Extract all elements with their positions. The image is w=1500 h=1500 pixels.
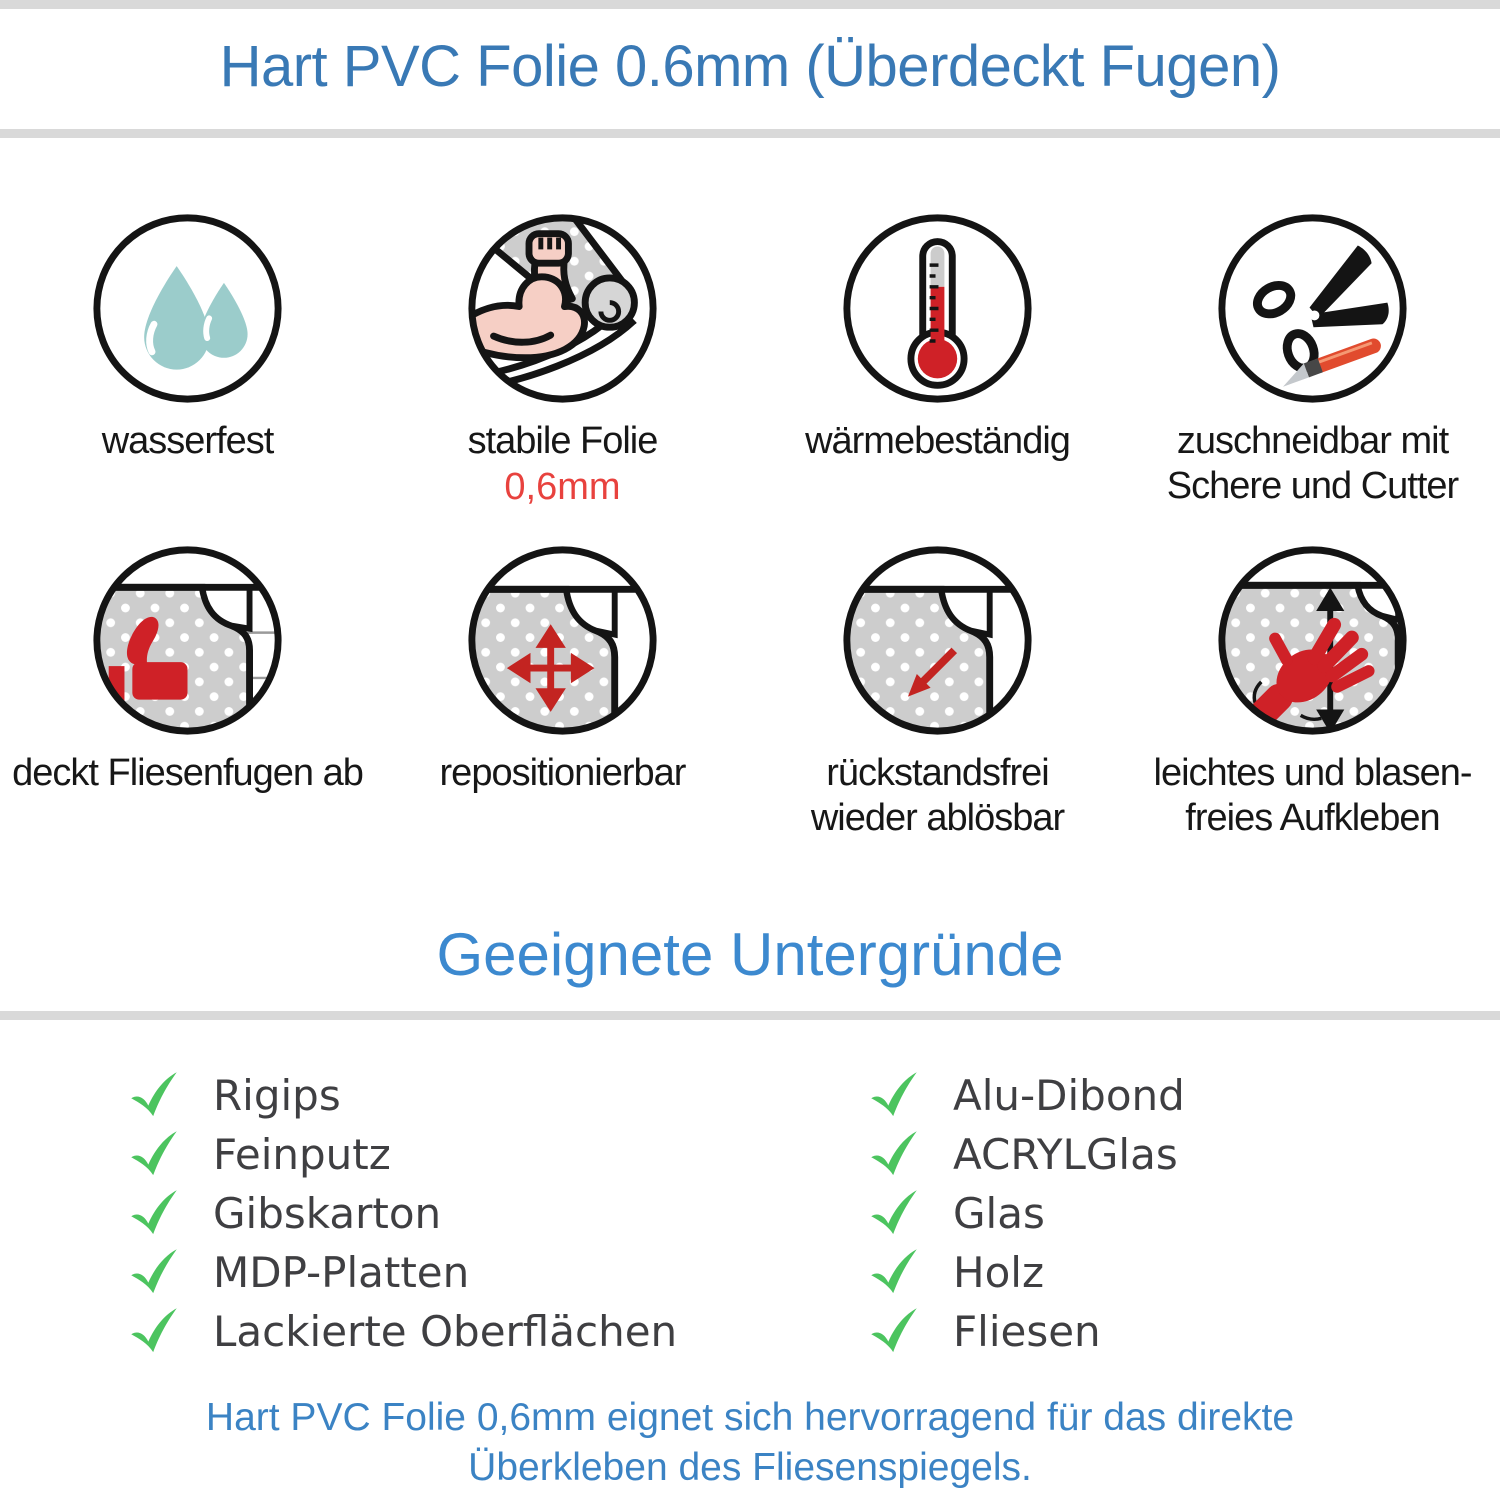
substrate-label: Alu-Dibond [953,1070,1185,1120]
check-icon [865,1069,923,1121]
strong-arm-foil-icon [468,214,657,403]
substrate-lists: Rigips Feinputz Gibskarton MDP-Platten L… [0,1066,1500,1361]
feature-card-repositionierbar: repositionierbar [375,542,750,874]
feature-label: wärmebeständig [805,419,1071,462]
feature-card-wasserfest: wasserfest [0,210,375,542]
substrate-label: Glas [953,1188,1045,1238]
substrate-label: Lackierte Oberflächen [213,1306,678,1356]
feature-card-stabile-folie: stabile Folie 0,6mm [375,210,750,542]
check-icon [125,1246,183,1298]
feature-label: wasserfest [101,419,275,462]
substrate-label: Feinputz [213,1129,391,1179]
substrate-label: Gibskarton [213,1188,442,1238]
feature-label: rückstandsfrei wieder ablösbar [810,751,1065,839]
check-icon [125,1305,183,1357]
list-item: Rigips [125,1066,745,1125]
substrate-list-right: Alu-Dibond ACRYLGlas Glas Holz Fliesen [865,1066,1185,1361]
feature-card-aufkleben: leichtes und blasen- freies Aufkleben [1125,542,1500,874]
check-icon [125,1187,183,1239]
check-icon [125,1069,183,1121]
check-icon [865,1246,923,1298]
feature-label: repositionierbar [439,751,687,794]
list-item: Alu-Dibond [865,1066,1185,1125]
substrate-list-left: Rigips Feinputz Gibskarton MDP-Platten L… [125,1066,745,1361]
check-icon [125,1128,183,1180]
feature-card-rueckstandsfrei: rückstandsfrei wieder ablösbar [750,542,1125,874]
feature-sublabel: 0,6mm [504,465,621,508]
feature-grid: wasserfest [0,210,1500,874]
scissors-cutter-icon [1218,214,1407,403]
check-icon [865,1128,923,1180]
feature-label: zuschneidbar mit Schere und Cutter [1166,419,1459,507]
substrate-label: Rigips [213,1070,341,1120]
feature-card-waermebestaendig: wärmebeständig [750,210,1125,542]
section-heading: Geeignete Untergründe [436,920,1064,988]
substrate-label: Holz [953,1247,1044,1297]
list-item: Feinputz [125,1125,745,1184]
feature-label: stabile Folie [467,419,659,462]
feature-label: leichtes und blasen- freies Aufkleben [1153,751,1473,839]
list-item: Lackierte Oberflächen [125,1302,745,1361]
water-drops-icon [93,214,282,403]
list-item: Holz [865,1243,1185,1302]
hand-smoothing-foil-icon [1218,546,1407,735]
footer-note: Hart PVC Folie 0,6mm eignet sich hervorr… [205,1395,1295,1490]
list-item: Gibskarton [125,1184,745,1243]
check-icon [865,1305,923,1357]
substrate-label: MDP-Platten [213,1247,470,1297]
substrate-label: ACRYLGlas [953,1129,1178,1179]
move-arrows-foil-icon [468,546,657,735]
check-icon [865,1187,923,1239]
substrate-label: Fliesen [953,1306,1101,1356]
feature-card-fliesenfugen: deckt Fliesenfugen ab [0,542,375,874]
list-item: MDP-Platten [125,1243,745,1302]
list-item: ACRYLGlas [865,1125,1185,1184]
title-divider-bar [0,128,1500,138]
feature-label: deckt Fliesenfugen ab [12,751,364,794]
thumb-up-tile-icon [93,546,282,735]
feature-card-zuschneidbar: zuschneidbar mit Schere und Cutter [1125,210,1500,542]
section-divider-bar [0,1010,1500,1020]
list-item: Glas [865,1184,1185,1243]
top-divider-bar [0,0,1500,9]
list-item: Fliesen [865,1302,1185,1361]
peel-arrow-foil-icon [843,546,1032,735]
page-title: Hart PVC Folie 0.6mm (Überdeckt Fugen) [219,34,1281,99]
thermometer-icon [843,214,1032,403]
